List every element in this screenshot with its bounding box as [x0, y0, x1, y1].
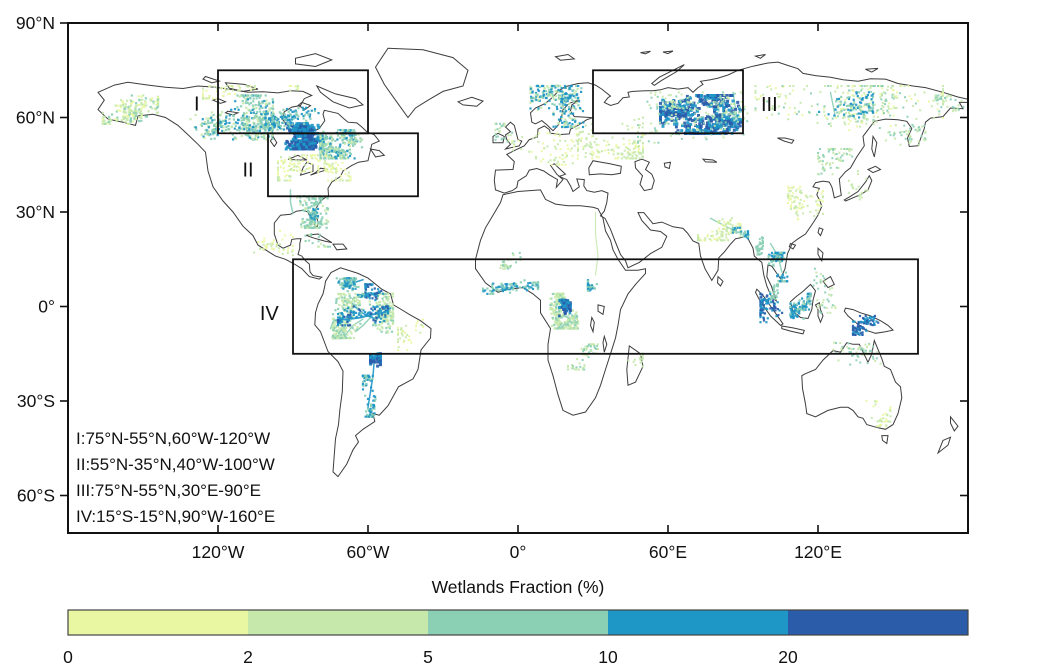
coastline-path: [866, 165, 882, 174]
coastline-path: [588, 160, 622, 176]
colorbar-segment: [248, 610, 428, 635]
coastline-path: [814, 301, 824, 324]
study-region-box-III: [592, 69, 744, 135]
legend-line: II:55°N-35°N,40°W-100°W: [76, 455, 275, 474]
colorbar-border: [67, 609, 969, 636]
coastline-path: [211, 98, 227, 104]
coastline-path: [881, 435, 889, 445]
coastline-path: [475, 189, 646, 416]
wetland-dots: [101, 84, 965, 428]
study-region-box-II: [267, 132, 419, 198]
lon-tick-label: 120°E: [794, 542, 842, 562]
coastline-path: [640, 50, 651, 55]
lat-tick-label: 30°S: [17, 391, 55, 411]
colorbar-tick-label: 20: [778, 647, 798, 667]
coastline-path: [597, 304, 605, 316]
coastline-path: [663, 161, 672, 170]
coastline-path: [662, 50, 674, 55]
colorbar-tick-label: 2: [243, 647, 253, 667]
colorbar: 0 2 5 10 20: [63, 609, 969, 667]
coastline-path: [269, 135, 278, 148]
colorbar-segment: [608, 610, 788, 635]
colorbar-segment: [428, 610, 608, 635]
colorbar-tick-label: 5: [423, 647, 433, 667]
river-lena: [829, 91, 837, 119]
coastline-path: [602, 334, 608, 353]
coastline-path: [716, 275, 724, 287]
coastline-path: [650, 64, 685, 87]
river-purus: [344, 318, 364, 336]
colorbar-tick-label: 10: [598, 647, 618, 667]
lon-tick-label: 0°: [510, 542, 527, 562]
coastline-path: [801, 338, 903, 430]
coastline-path: [843, 174, 873, 202]
study-region-label-I: I: [194, 93, 200, 115]
lat-tick-label: 90°N: [16, 13, 55, 33]
lat-tick-label: 0°: [38, 297, 55, 317]
colorbar-title: Wetlands Fraction (%): [431, 577, 605, 597]
coastline-path: [950, 415, 959, 432]
coastline-path: [753, 54, 766, 59]
coastline-path: [788, 242, 797, 250]
coastline-path: [871, 134, 878, 158]
coastline-path: [332, 243, 348, 251]
coastline-path: [701, 158, 718, 163]
colorbar-tick-label: 0: [63, 647, 73, 667]
coastline-path: [297, 101, 312, 110]
coastline-path: [843, 307, 895, 334]
study-region-box-IV: [292, 258, 919, 355]
coastline-path: [789, 283, 817, 320]
coastline-path: [554, 53, 576, 61]
coastline-path: [305, 233, 333, 244]
coastline-path: [224, 110, 240, 116]
coastline-path: [936, 436, 952, 455]
coastline-path: [374, 47, 469, 119]
coastline-path: [315, 84, 365, 109]
coastline-path: [202, 75, 222, 84]
lat-tick-label: 30°N: [16, 202, 55, 222]
river-nile: [594, 211, 599, 276]
coastline-path: [369, 148, 386, 158]
coastline-path: [817, 227, 824, 237]
coastline-path: [589, 315, 595, 334]
lat-tick-label: 60°N: [16, 108, 55, 128]
coastline-path: [822, 275, 835, 289]
legend-line: I:75°N-55°N,60°W-120°W: [76, 429, 271, 448]
coastline-path: [456, 96, 485, 107]
coastline-path: [503, 121, 523, 150]
coastline-path: [295, 53, 334, 68]
colorbar-segment: [788, 610, 968, 635]
legend-line: III:75°N-55°N,30°E-90°E: [76, 481, 261, 500]
region-extent-legend: I:75°N-55°N,60°W-120°W II:55°N-35°N,40°W-…: [76, 426, 275, 530]
study-region-label-IV: IV: [260, 303, 280, 325]
coastline-path: [781, 325, 805, 335]
axis-labels: 90°N 60°N 30°N 0° 30°S 60°S 120°W 60°W 0° 60°E 120…: [16, 13, 842, 562]
lon-tick-label: 60°E: [649, 542, 687, 562]
coastline-path: [492, 132, 505, 144]
coastlines: [97, 47, 968, 478]
coastline-path: [777, 137, 795, 144]
legend-line: IV:15°S-15°N,90°W-160°E: [76, 507, 276, 526]
lon-tick-label: 120°W: [192, 542, 245, 562]
coastline-path: [865, 67, 879, 73]
study-region-label-III: III: [761, 94, 778, 116]
coastline-path: [634, 158, 655, 192]
coastline-path: [224, 82, 259, 92]
river-mississippi: [289, 189, 294, 215]
coastline-path: [493, 61, 968, 303]
colorbar-segment: [68, 610, 248, 635]
lon-tick-label: 60°W: [347, 542, 390, 562]
coastline-path: [817, 247, 824, 263]
study-region-label-II: II: [242, 160, 253, 182]
axis-ticks: [60, 22, 968, 533]
lat-tick-label: 60°S: [17, 486, 55, 506]
